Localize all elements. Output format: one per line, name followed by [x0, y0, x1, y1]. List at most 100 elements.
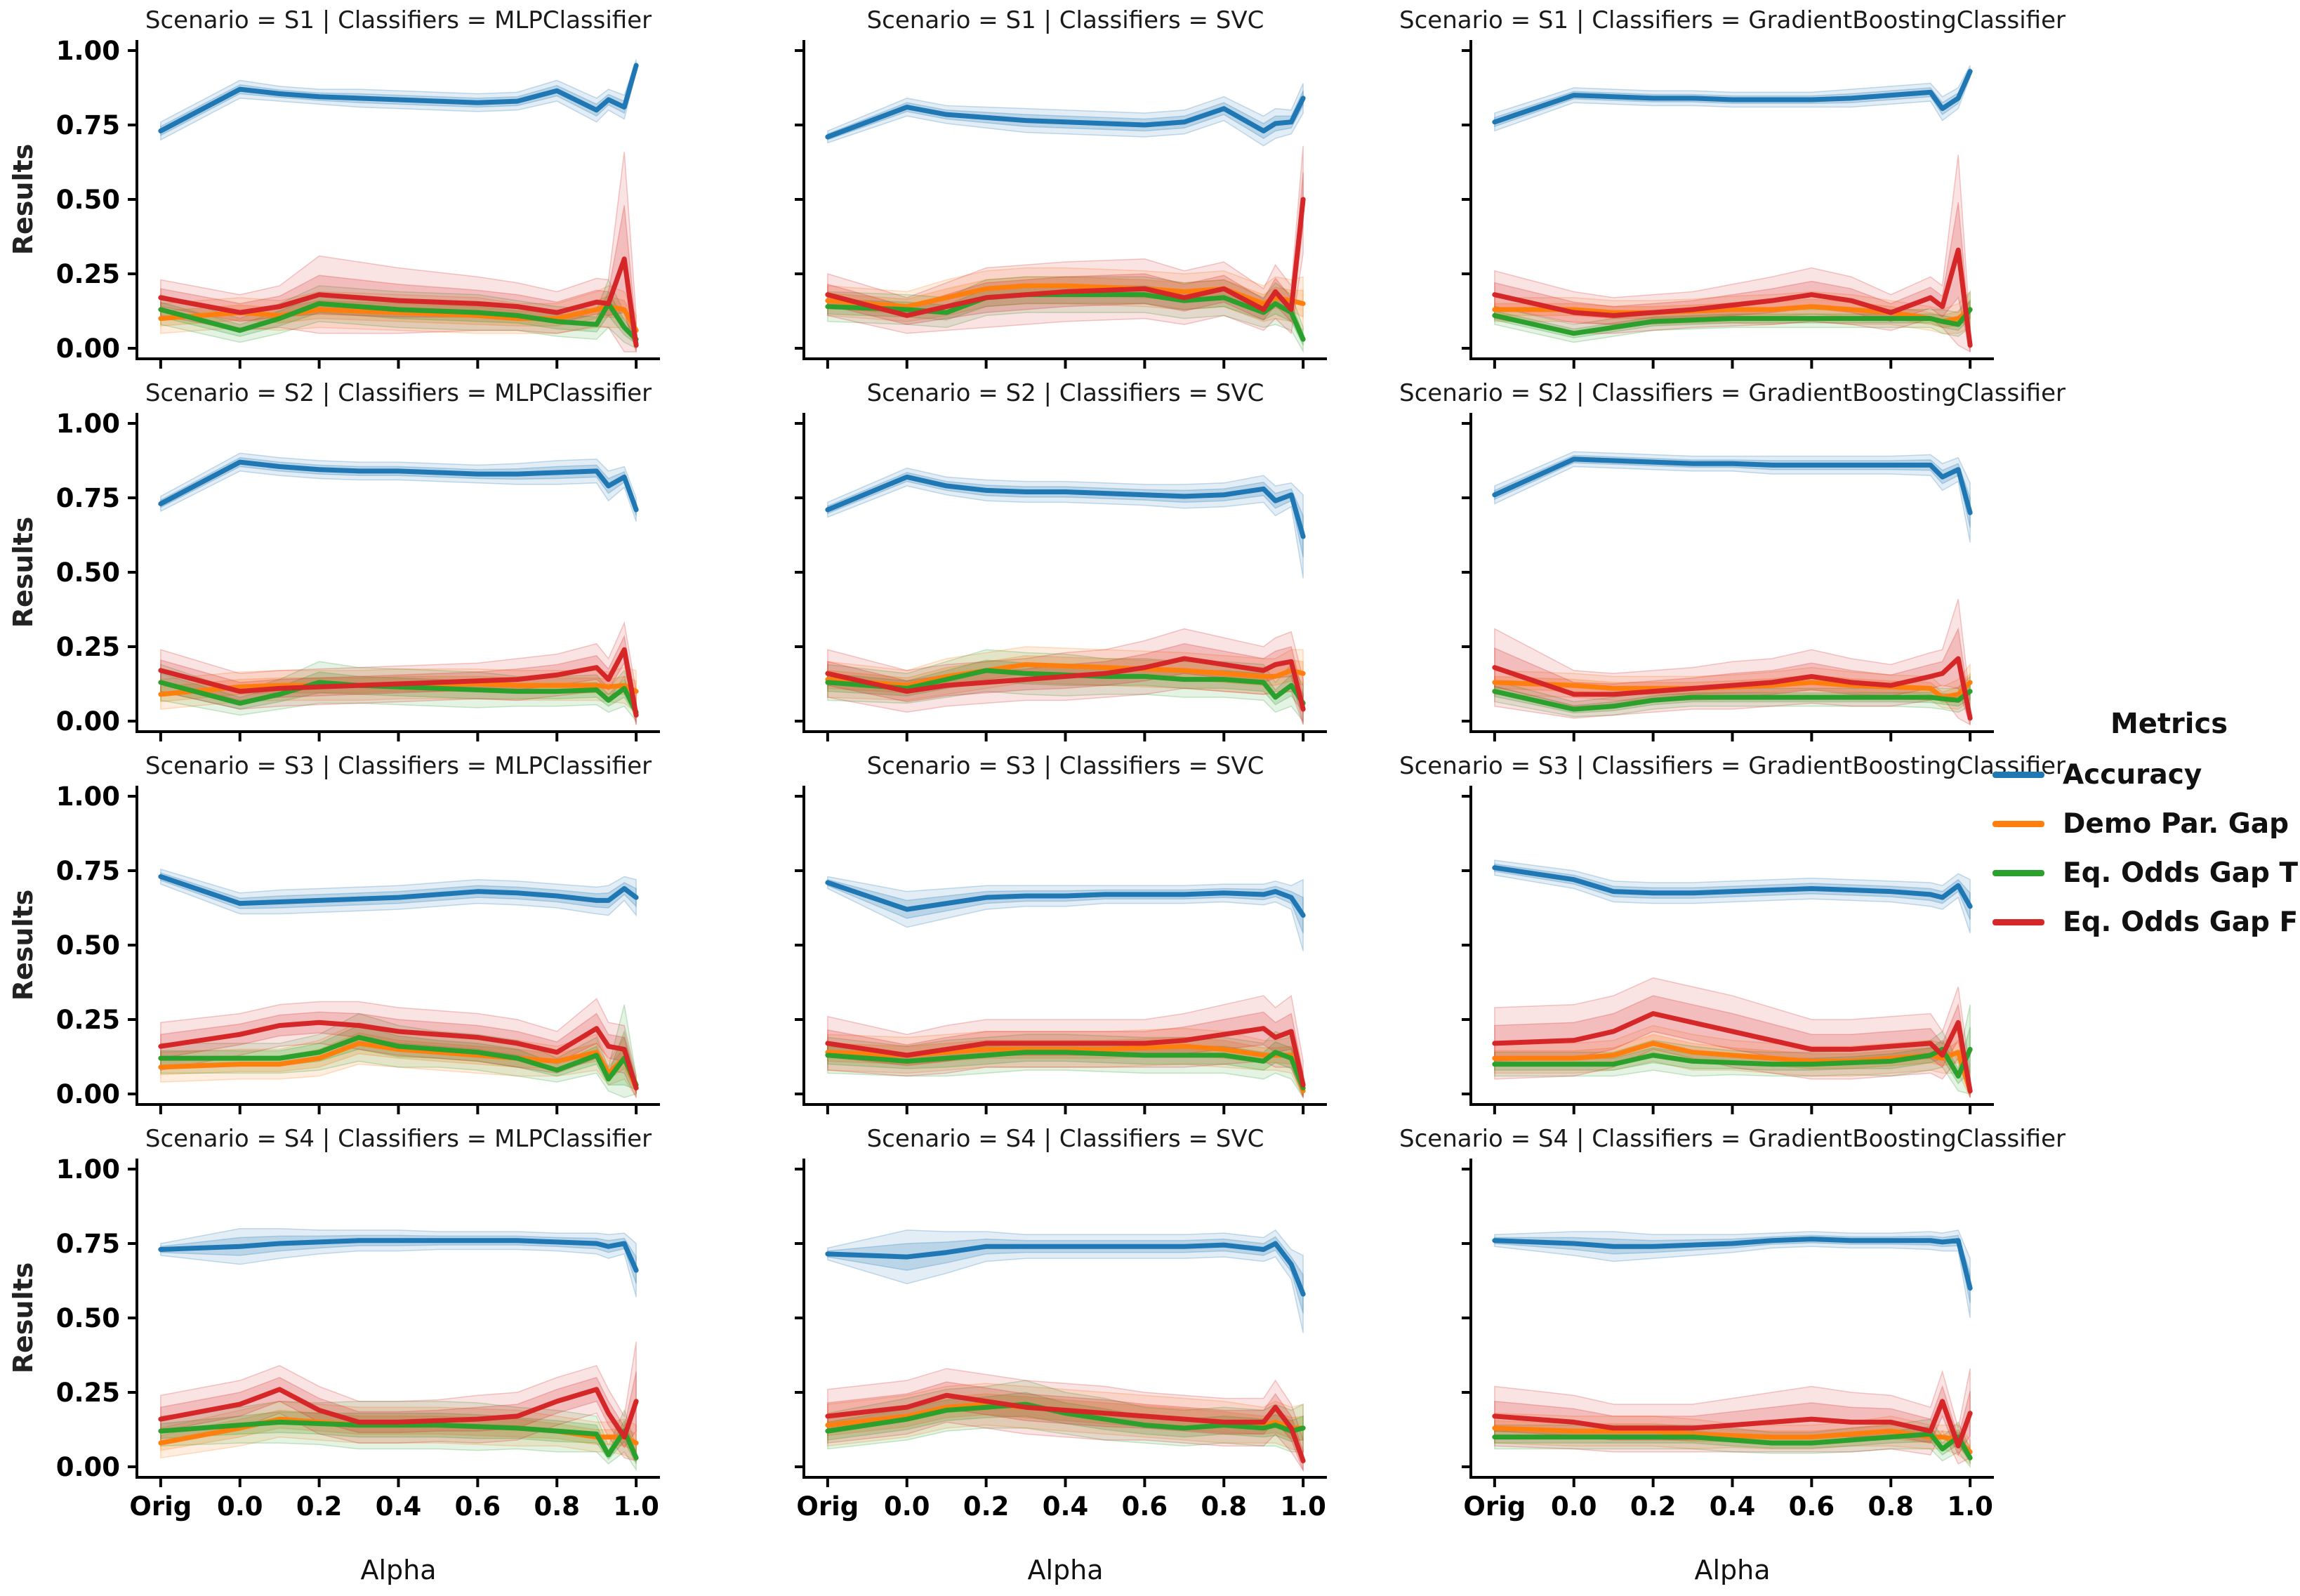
subplot-s3-mlpclassifier: Scenario = S3 | Classifiers = MLPClassif… — [8, 752, 660, 1114]
subplot-s4-mlpclassifier: Scenario = S4 | Classifiers = MLPClassif… — [8, 1125, 660, 1585]
line-accuracy — [825, 1241, 1306, 1297]
subplot-title: Scenario = S4 | Classifiers = MLPClassif… — [145, 1125, 652, 1153]
legend-item: Eq. Odds Gap Tp — [1992, 848, 2300, 897]
y-tick-label: 0.75 — [56, 856, 120, 886]
subplot-title: Scenario = S1 | Classifiers = GradientBo… — [1399, 6, 2066, 34]
x-axis-label: Alpha — [360, 1555, 436, 1585]
legend-label: Demo Par. Gap — [2063, 807, 2289, 840]
subplot-s3-svc: Scenario = S3 | Classifiers = SVC — [795, 752, 1327, 1114]
line-accuracy — [1492, 69, 1973, 125]
subplot-title: Scenario = S4 | Classifiers = SVC — [867, 1125, 1264, 1153]
x-axis-label: Alpha — [1694, 1555, 1770, 1585]
subplot-s1-mlpclassifier: Scenario = S1 | Classifiers = MLPClassif… — [8, 6, 660, 369]
ci-band-eq-odds-gap-fp — [827, 1381, 1304, 1471]
subplot-title: Scenario = S2 | Classifiers = GradientBo… — [1399, 379, 2066, 407]
legend-entries: Accuracy Demo Par. Gap Eq. Odds Gap Tp Eq. … — [1992, 750, 2300, 947]
line-eq-odds-gap-fp — [158, 1020, 639, 1091]
y-tick-label: 0.00 — [56, 334, 120, 364]
ci-band-accuracy — [827, 90, 1304, 141]
line-eq-odds-gap-tp — [158, 301, 639, 342]
y-tick-label: 0.50 — [56, 558, 120, 588]
ci-band-demo-par-gap — [827, 1383, 1304, 1453]
line-eq-odds-gap-tp — [825, 668, 1306, 706]
legend-item: Eq. Odds Gap Fp — [1992, 897, 2300, 947]
y-tick-label: 0.00 — [56, 1452, 120, 1482]
y-tick-label: 0.25 — [56, 259, 120, 289]
y-tick-label: 0.25 — [56, 1378, 120, 1408]
y-tick-label: 0.25 — [56, 1005, 120, 1035]
ci-band-eq-odds-gap-fp — [160, 1341, 637, 1462]
ci-band-eq-odds-gap-fp — [827, 145, 1304, 335]
x-tick-label: 0.6 — [1789, 1491, 1835, 1522]
legend-label: Eq. Odds Gap Tp — [2063, 857, 2300, 889]
x-tick-label: 0.2 — [963, 1491, 1010, 1522]
y-tick-label: 1.00 — [56, 1154, 120, 1185]
ci-band-eq-odds-gap-fp — [827, 172, 1304, 325]
line-eq-odds-gap-fp — [825, 197, 1306, 318]
line-eq-odds-gap-tp — [158, 1034, 639, 1088]
subplot-s1-svc: Scenario = S1 | Classifiers = SVC — [795, 6, 1327, 369]
line-accuracy — [1492, 1236, 1973, 1291]
x-axis-label: Alpha — [1027, 1555, 1103, 1585]
line-accuracy — [158, 1238, 639, 1273]
line-eq-odds-gap-fp — [158, 647, 639, 718]
line-accuracy — [158, 459, 639, 513]
ci-band-eq-odds-gap-fp — [1494, 154, 1971, 353]
ci-band-accuracy — [1494, 859, 1971, 934]
x-tick-label: 0.4 — [1710, 1491, 1756, 1522]
line-accuracy — [825, 95, 1306, 140]
y-tick-label: 0.50 — [56, 185, 120, 215]
subplot-s3-gradientboostingclassifier: Scenario = S3 | Classifiers = GradientBo… — [1399, 752, 2066, 1114]
x-tick-label: 0.0 — [1551, 1491, 1597, 1522]
legend-label: Accuracy — [2063, 758, 2202, 791]
line-eq-odds-gap-tp — [825, 292, 1306, 342]
subplot-title: Scenario = S1 | Classifiers = SVC — [867, 6, 1264, 34]
line-eq-odds-gap-fp — [825, 656, 1306, 712]
line-demo-par-gap — [1492, 680, 1973, 700]
x-tick-label: 0.0 — [217, 1491, 263, 1522]
x-tick-label: 0.6 — [1122, 1491, 1168, 1522]
legend-label: Eq. Odds Gap Fp — [2063, 906, 2300, 938]
x-tick-label: 0.2 — [1630, 1491, 1677, 1522]
line-eq-odds-gap-tp — [825, 1402, 1306, 1434]
ci-band-accuracy — [827, 1229, 1304, 1333]
ci-band-eq-odds-gap-tp — [160, 661, 637, 723]
legend: Metrics Accuracy Demo Par. Gap Eq. Odds Ga… — [1992, 708, 2300, 947]
x-tick-label: 0.8 — [1868, 1491, 1914, 1522]
x-tick-label: 0.2 — [296, 1491, 343, 1522]
legend-swatch-accuracy-icon — [1992, 771, 2044, 778]
subplot-title: Scenario = S3 | Classifiers = MLPClassif… — [145, 752, 652, 780]
x-tick-label: 0.8 — [534, 1491, 580, 1522]
x-tick-label: 0.4 — [1043, 1491, 1089, 1522]
line-eq-odds-gap-tp — [1492, 307, 1973, 336]
line-eq-odds-gap-tp — [158, 680, 639, 715]
x-tick-label: 0.6 — [455, 1491, 501, 1522]
subplot-s1-gradientboostingclassifier: Scenario = S1 | Classifiers = GradientBo… — [1399, 6, 2066, 369]
line-eq-odds-gap-tp — [158, 1419, 639, 1460]
x-tick-label: Orig — [129, 1491, 192, 1522]
legend-title: Metrics — [2110, 708, 2228, 740]
line-eq-odds-gap-fp — [1492, 247, 1973, 348]
line-eq-odds-gap-tp — [825, 1050, 1306, 1091]
line-demo-par-gap — [1492, 1425, 1973, 1455]
y-axis-label: Results — [8, 144, 39, 256]
subplot-title: Scenario = S1 | Classifiers = MLPClassif… — [145, 6, 652, 34]
subplot-grid: Scenario = S1 | Classifiers = MLPClassif… — [8, 6, 2066, 1585]
subplot-s4-svc: Scenario = S4 | Classifiers = SVC Orig 0.0… — [795, 1125, 1327, 1585]
line-accuracy — [1492, 456, 1973, 515]
x-tick-label: 0.0 — [884, 1491, 930, 1522]
y-tick-label: 0.00 — [56, 1079, 120, 1109]
line-eq-odds-gap-fp — [1492, 1011, 1973, 1094]
y-axis-label: Results — [8, 1262, 39, 1374]
subplot-title: Scenario = S2 | Classifiers = MLPClassif… — [145, 379, 652, 407]
x-tick-label: 1.0 — [1280, 1491, 1326, 1522]
y-tick-label: 1.00 — [56, 36, 120, 66]
line-eq-odds-gap-fp — [825, 1026, 1306, 1088]
ci-band-eq-odds-gap-tp — [827, 649, 1304, 723]
y-tick-label: 0.75 — [56, 483, 120, 513]
line-eq-odds-gap-fp — [158, 1387, 639, 1440]
ci-band-eq-odds-gap-fp — [1494, 995, 1971, 1098]
y-tick-label: 0.25 — [56, 632, 120, 662]
line-eq-odds-gap-fp — [1492, 656, 1973, 721]
subplot-s2-svc: Scenario = S2 | Classifiers = SVC — [795, 379, 1327, 741]
